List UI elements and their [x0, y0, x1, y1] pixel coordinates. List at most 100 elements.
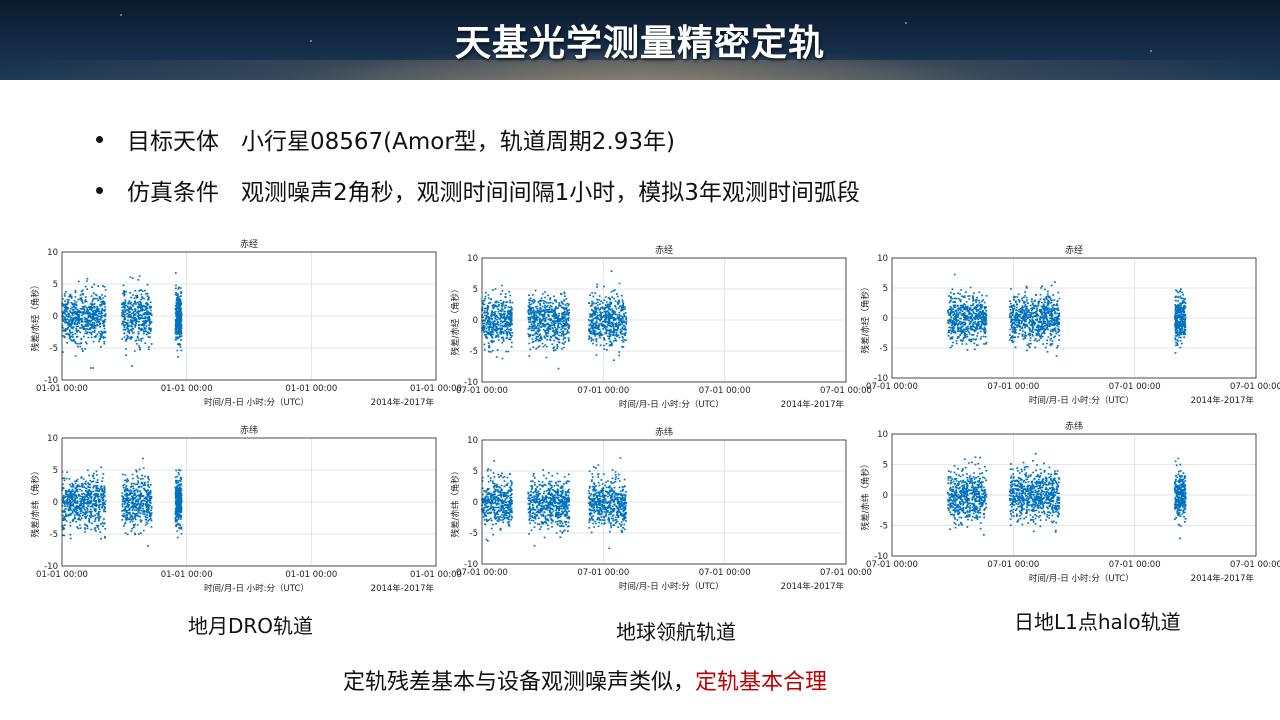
- x-tick-label: 07-01 00:00: [577, 386, 629, 396]
- y-tick-label: -10: [44, 376, 58, 386]
- residual-points: [527, 289, 571, 370]
- x-tick-label: 07-01 00:00: [577, 568, 629, 578]
- x-tick-label: 01-01 00:00: [161, 384, 213, 394]
- x-tick-label: 01-01 00:00: [36, 570, 88, 580]
- residual-points: [1008, 453, 1061, 533]
- chart-title: 赤经: [1065, 244, 1083, 256]
- chart-l1-halo-ra: -10 -5 0 5 10 07-01 00:00 07-01 00:00 07-01 00:…: [858, 240, 1280, 418]
- caption-l1-halo: 日地L1点halo轨道: [1014, 610, 1181, 634]
- x-axis-note: 2014年-2017年: [371, 397, 435, 408]
- chart-svg: -10 -5 0 5 10 07-01 00:00 07-01 00:00 07-01 00:…: [450, 244, 872, 410]
- star-dot: [120, 14, 122, 16]
- y-tick-label: 10: [877, 254, 888, 264]
- y-axis-label: 残差/赤纬（角秒）: [30, 467, 41, 538]
- chart-dro-dec: -10 -5 0 5 10 01-01 00:00 01-01 00:00 01-01 00:…: [28, 420, 462, 606]
- y-tick-label: -5: [50, 344, 58, 354]
- conclusion: 定轨残差基本与设备观测噪声类似，定轨基本合理: [0, 664, 1170, 696]
- bullet-label: 目标天体: [127, 129, 219, 155]
- y-tick-label: 10: [877, 430, 888, 440]
- residual-points: [946, 456, 988, 536]
- residual-points: [587, 457, 628, 550]
- x-tick-label: 07-01 00:00: [820, 386, 872, 396]
- bullet-item: 仿真条件 观测噪声2角秒，观测时间间隔1小时，模拟3年观测时间弧段: [96, 175, 860, 206]
- chart-earth-nav-ra: -10 -5 0 5 10 07-01 00:00 07-01 00:00 07-01 00:…: [448, 240, 872, 422]
- y-tick-label: 5: [473, 467, 478, 477]
- x-axis-label: 时间/月-日 小时:分（UTC）: [204, 583, 309, 594]
- bullet-text: 观测噪声2角秒，观测时间间隔1小时，模拟3年观测时间弧段: [241, 180, 860, 206]
- residual-points: [527, 469, 571, 547]
- chart-earth-nav-dec: -10 -5 0 5 10 07-01 00:00 07-01 00:00 07-01 00:…: [448, 422, 872, 604]
- y-tick-label: -10: [874, 552, 888, 562]
- x-tick-label: 01-01 00:00: [36, 384, 88, 394]
- star-dot: [310, 40, 312, 42]
- y-tick-label: 0: [473, 498, 478, 508]
- plot-border: [891, 433, 1257, 557]
- y-tick-label: 5: [883, 284, 888, 294]
- y-tick-label: -10: [44, 562, 58, 572]
- y-axis-label: 残差/赤经（角秒）: [450, 285, 461, 356]
- x-tick-label: 07-01 00:00: [987, 560, 1039, 570]
- page-title: 天基光学测量精密定轨: [454, 23, 825, 64]
- caption-earth-nav: 地球领航轨道: [616, 620, 736, 644]
- residual-points: [61, 277, 107, 369]
- x-tick-label: 07-01 00:00: [866, 560, 918, 570]
- x-tick-label: 07-01 00:00: [456, 386, 508, 396]
- conclusion-highlight: 定轨基本合理: [695, 670, 828, 695]
- y-tick-label: -5: [470, 347, 478, 357]
- y-tick-label: 10: [467, 436, 478, 446]
- bullet-label: 仿真条件: [127, 180, 219, 206]
- chart-svg: -10 -5 0 5 10 01-01 00:00 01-01 00:00 01-01 00:…: [30, 424, 462, 594]
- y-tick-label: -5: [880, 344, 888, 354]
- plot-border: [61, 437, 437, 567]
- x-tick-label: 07-01 00:00: [820, 568, 872, 578]
- x-tick-label: 01-01 00:00: [410, 384, 462, 394]
- y-tick-label: -10: [464, 378, 478, 388]
- x-axis-note: 2014年-2017年: [1191, 395, 1255, 406]
- residual-points: [587, 270, 628, 361]
- y-axis-label: 残差/赤纬（角秒）: [450, 467, 461, 538]
- residual-points: [61, 466, 107, 540]
- star-dot: [905, 22, 907, 24]
- caption-dro: 地月DRO轨道: [188, 614, 314, 638]
- x-axis-note: 2014年-2017年: [781, 399, 845, 410]
- y-tick-label: 0: [473, 316, 478, 326]
- y-tick-label: 5: [473, 285, 478, 295]
- x-tick-label: 07-01 00:00: [987, 382, 1039, 392]
- chart-title: 赤纬: [240, 424, 258, 436]
- bullet-list: 目标天体 小行星08567(Amor型，轨道周期2.93年) 仿真条件 观测噪声…: [96, 124, 860, 226]
- x-tick-label: 07-01 00:00: [1109, 382, 1161, 392]
- y-axis-label: 残差/赤经（角秒）: [860, 283, 871, 354]
- y-tick-label: 0: [53, 498, 58, 508]
- chart-l1-halo-dec: -10 -5 0 5 10 07-01 00:00 07-01 00:00 07-01 00:…: [858, 416, 1280, 596]
- chart-svg: -10 -5 0 5 10 01-01 00:00 01-01 00:00 01-01 00:…: [30, 238, 462, 408]
- x-axis-note: 2014年-2017年: [1191, 573, 1255, 584]
- y-tick-label: 10: [47, 248, 58, 258]
- chart-svg: -10 -5 0 5 10 07-01 00:00 07-01 00:00 07-01 00:…: [860, 244, 1280, 406]
- x-axis-label: 时间/月-日 小时:分（UTC）: [1029, 573, 1134, 584]
- y-tick-label: -5: [880, 522, 888, 532]
- y-tick-label: 0: [883, 491, 888, 501]
- bullet-text: 小行星08567(Amor型，轨道周期2.93年): [241, 129, 675, 155]
- x-axis-label: 时间/月-日 小时:分（UTC）: [619, 399, 724, 410]
- y-tick-label: 0: [883, 314, 888, 324]
- y-axis-label: 残差/赤纬（角秒）: [860, 460, 871, 531]
- x-axis-label: 时间/月-日 小时:分（UTC）: [1029, 395, 1134, 406]
- chart-title: 赤纬: [655, 426, 673, 438]
- y-tick-label: 5: [883, 461, 888, 471]
- x-tick-label: 01-01 00:00: [285, 570, 337, 580]
- x-tick-label: 01-01 00:00: [161, 570, 213, 580]
- residual-points: [174, 469, 183, 539]
- x-axis-label: 时间/月-日 小时:分（UTC）: [204, 397, 309, 408]
- chart-dro-ra: -10 -5 0 5 10 01-01 00:00 01-01 00:00 01-01 00:…: [28, 234, 462, 420]
- chart-title: 赤纬: [1065, 420, 1083, 432]
- residual-points: [1008, 281, 1061, 357]
- x-tick-label: 07-01 00:00: [866, 382, 918, 392]
- chart-title: 赤经: [655, 244, 673, 256]
- x-tick-label: 07-01 00:00: [699, 386, 751, 396]
- residual-points: [481, 460, 514, 542]
- residual-points: [481, 284, 514, 360]
- bullet-dot-icon: [96, 186, 103, 194]
- x-tick-label: 07-01 00:00: [1109, 560, 1161, 570]
- x-axis-label: 时间/月-日 小时:分（UTC）: [619, 581, 724, 592]
- plot-border: [481, 257, 847, 383]
